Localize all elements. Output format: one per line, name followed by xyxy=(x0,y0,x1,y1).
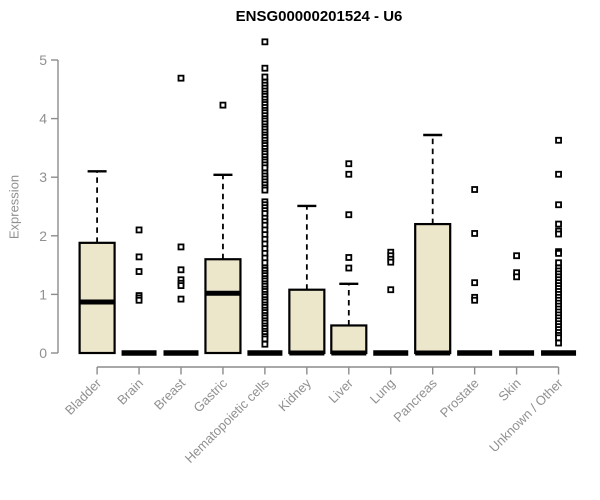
x-tick-label: Kidney xyxy=(275,375,314,414)
outlier-point xyxy=(135,296,143,304)
outlier-point xyxy=(387,286,395,294)
zero-box xyxy=(457,350,493,356)
zero-box xyxy=(541,350,577,356)
outlier-point xyxy=(345,264,353,272)
x-tick-label: Skin xyxy=(495,376,523,404)
x-tick-label: Unknown / Other xyxy=(486,375,566,455)
zero-box xyxy=(163,350,199,356)
outlier-point xyxy=(261,38,269,46)
outlier-point xyxy=(261,164,269,172)
box xyxy=(330,324,368,355)
y-tick-label: 1 xyxy=(39,286,47,302)
outlier-point xyxy=(555,136,562,144)
x-tick-label: Pancreas xyxy=(390,375,440,425)
x-tick-label: Prostate xyxy=(437,376,482,421)
outlier-point xyxy=(345,254,353,261)
outlier-point xyxy=(135,268,143,275)
outlier-point xyxy=(261,186,269,194)
y-tick-label: 2 xyxy=(39,228,47,244)
chart-title: ENSG00000201524 - U6 xyxy=(235,8,403,25)
box xyxy=(204,258,242,355)
outlier-point xyxy=(471,296,479,304)
outlier-point xyxy=(555,201,562,209)
x-tick-label: Liver xyxy=(325,375,356,406)
y-tick-label: 4 xyxy=(39,111,47,127)
outlier-point xyxy=(555,334,562,342)
outlier-point xyxy=(261,73,269,81)
zero-box xyxy=(499,350,535,356)
outlier-point xyxy=(513,252,520,260)
outlier-point xyxy=(345,160,353,168)
outlier-point xyxy=(135,253,143,261)
outlier-point xyxy=(177,282,185,290)
outlier-point xyxy=(555,230,562,238)
box xyxy=(288,288,326,355)
box xyxy=(78,241,116,355)
x-tick-label: Gastric xyxy=(190,375,230,415)
outlier-point xyxy=(471,230,479,237)
x-tick-label: Breast xyxy=(151,375,188,412)
outlier-point xyxy=(177,295,185,303)
y-tick-label: 5 xyxy=(39,52,47,68)
zero-box xyxy=(247,350,283,356)
outlier-point xyxy=(219,101,227,109)
outlier-point xyxy=(555,259,562,267)
x-tick-label: Brain xyxy=(114,376,146,408)
outlier-point xyxy=(513,273,520,281)
outlier-point xyxy=(387,258,395,266)
y-tick-label: 3 xyxy=(39,169,47,185)
outlier-point xyxy=(555,220,562,228)
x-tick-label: Bladder xyxy=(62,375,105,418)
outlier-point xyxy=(471,279,479,287)
outlier-point xyxy=(135,226,143,234)
y-tick-label: 0 xyxy=(39,345,47,361)
outlier-point xyxy=(345,170,353,178)
outlier-point xyxy=(261,64,269,72)
zero-box xyxy=(121,350,157,356)
x-tick-label: Lung xyxy=(367,376,398,407)
outlier-point xyxy=(471,186,479,193)
zero-box xyxy=(373,350,409,356)
outlier-point xyxy=(177,74,185,82)
outlier-point xyxy=(261,259,269,267)
outlier-point xyxy=(177,266,185,274)
outlier-point xyxy=(555,339,562,347)
box xyxy=(414,222,452,355)
outlier-point xyxy=(261,335,269,343)
outlier-point xyxy=(261,340,269,348)
outlier-point xyxy=(345,211,353,219)
outlier-point xyxy=(555,170,562,178)
outlier-point xyxy=(555,249,562,257)
outlier-point xyxy=(177,243,185,251)
